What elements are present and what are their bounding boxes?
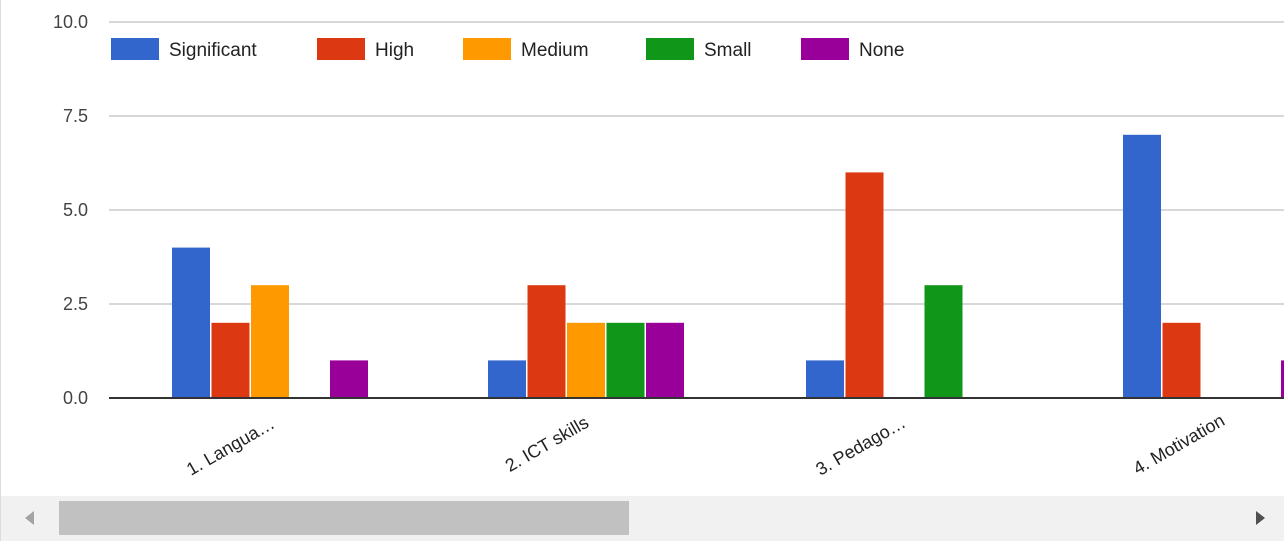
y-tick-label: 5.0 [63, 200, 88, 220]
legend-swatch-significant [111, 38, 159, 60]
y-tick-label: 0.0 [63, 388, 88, 408]
legend-label-small: Small [704, 40, 752, 61]
bar-small-3 [924, 285, 963, 398]
bar-high-3 [845, 172, 884, 398]
bar-small-2 [606, 322, 645, 398]
legend-swatch-medium [463, 38, 511, 60]
bar-high-4 [1162, 322, 1201, 398]
bar-significant-3 [806, 360, 844, 398]
legend-label-none: None [859, 40, 904, 61]
bar-none-2 [646, 322, 684, 398]
bar-none-4 [1281, 360, 1284, 398]
scrollbar-thumb[interactable] [59, 501, 629, 535]
legend-swatch-high [317, 38, 365, 60]
legend-label-medium: Medium [521, 40, 589, 61]
legend-swatch-small [646, 38, 694, 60]
horizontal-scrollbar[interactable] [1, 496, 1284, 541]
legend-label-significant: Significant [169, 40, 257, 61]
bar-significant-2 [488, 360, 526, 398]
x-category-label: 4. Motivation [1130, 410, 1228, 478]
y-tick-label: 7.5 [63, 106, 88, 126]
scroll-left-arrow-icon[interactable] [25, 511, 34, 525]
bar-medium-2 [567, 322, 605, 398]
legend-swatch-none [801, 38, 849, 60]
bar-high-2 [527, 285, 566, 398]
bar-significant-4 [1123, 134, 1161, 399]
bar-medium-1 [251, 285, 289, 398]
x-category-label: 1. Langua… [183, 413, 278, 479]
bar-chart: 0.0 2.5 5.0 7.5 10.0 1. Langua… 2. ICT skills 3… [53, 12, 1284, 480]
y-tick-label: 10.0 [53, 12, 88, 32]
scroll-right-arrow-icon[interactable] [1256, 511, 1265, 525]
bar-none-1 [330, 360, 368, 398]
y-tick-label: 2.5 [63, 294, 88, 314]
bar-significant-1 [172, 247, 210, 398]
x-category-label: 3. Pedago… [812, 412, 909, 479]
legend-label-high: High [375, 40, 414, 61]
bar-high-1 [211, 322, 250, 398]
x-category-label: 2. ICT skills [502, 412, 592, 476]
